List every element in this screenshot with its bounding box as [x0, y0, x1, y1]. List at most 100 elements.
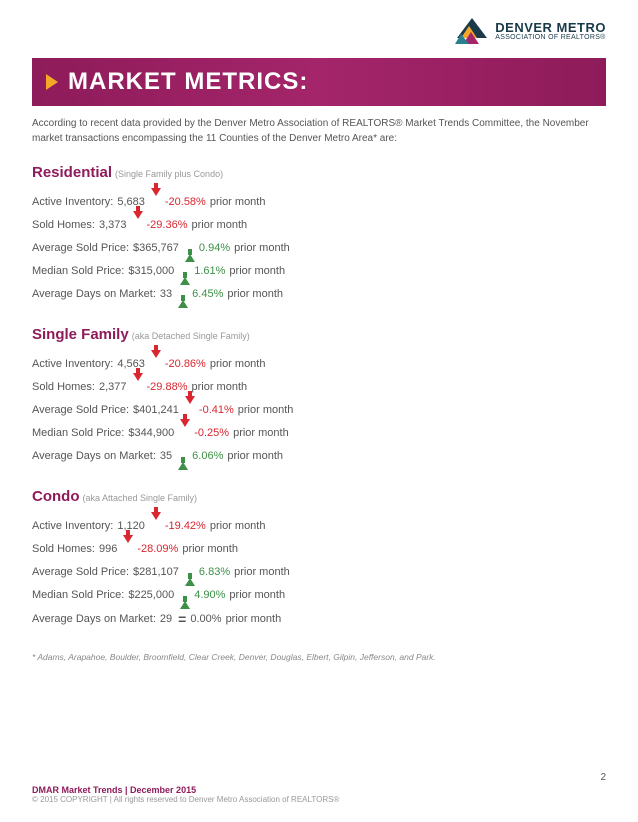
- metric-row: Active Inventory:5,683-20.58%prior month: [32, 196, 606, 208]
- arrow-up-icon: [180, 589, 190, 601]
- metric-pct: 6.06%: [192, 450, 223, 462]
- metric-value: $315,000: [128, 265, 174, 277]
- section-title: Single Family: [32, 326, 129, 343]
- metric-suffix: prior month: [210, 520, 266, 532]
- arrow-up-icon: [178, 450, 188, 462]
- banner-title: MARKET METRICS:: [68, 68, 308, 96]
- equals-icon: =: [178, 612, 186, 626]
- metric-suffix: prior month: [192, 381, 248, 393]
- metric-value: 2,377: [99, 381, 127, 393]
- metric-label: Median Sold Price:: [32, 265, 124, 277]
- metric-pct: 6.45%: [192, 288, 223, 300]
- metric-value: 1,120: [117, 520, 145, 532]
- metric-row: Average Sold Price: $281,107 6.83% prior mo…: [32, 566, 606, 578]
- arrow-up-icon: [180, 265, 190, 277]
- metric-pct: -20.86%: [165, 358, 206, 370]
- metric-label: Sold Homes:: [32, 219, 95, 231]
- metric-label: Active Inventory:: [32, 196, 113, 208]
- section-title: Residential: [32, 164, 112, 181]
- footer-title: DMAR Market Trends | December 2015: [32, 785, 606, 795]
- arrow-up-icon: [185, 566, 195, 578]
- metric-suffix: prior month: [182, 543, 238, 555]
- logo-title: DENVER METRO: [495, 21, 606, 34]
- section-head: Residential(Single Family plus Condo): [32, 164, 606, 182]
- arrow-down-icon: [151, 520, 161, 532]
- footer: 2 DMAR Market Trends | December 2015 © 2…: [32, 772, 606, 804]
- logo-mark: [455, 16, 489, 46]
- section-title: Condo: [32, 488, 79, 505]
- metric-pct: 0.00%: [190, 613, 221, 625]
- page-number: 2: [32, 772, 606, 783]
- footnote: * Adams, Arapahoe, Boulder, Broomfield, …: [32, 652, 606, 662]
- metric-label: Average Days on Market:: [32, 613, 156, 625]
- metric-row: Sold Homes: 3,373 -29.36% prior month: [32, 219, 606, 231]
- metric-value: $225,000: [128, 589, 174, 601]
- logo-text: DENVER METRO ASSOCIATION OF REALTORS®: [495, 21, 606, 41]
- metric-suffix: prior month: [229, 589, 285, 601]
- metric-suffix: prior month: [234, 566, 290, 578]
- banner: MARKET METRICS:: [32, 58, 606, 106]
- metric-label: Average Days on Market:: [32, 450, 156, 462]
- metric-label: Average Sold Price:: [32, 566, 129, 578]
- metric-value: 4,563: [117, 358, 145, 370]
- metric-pct: 1.61%: [194, 265, 225, 277]
- metric-row: Median Sold Price: $315,000 1.61% prior mon…: [32, 265, 606, 277]
- metric-label: Active Inventory:: [32, 358, 113, 370]
- metric-suffix: prior month: [226, 613, 282, 625]
- metric-label: Active Inventory:: [32, 520, 113, 532]
- section: Condo(aka Attached Single Family)Active …: [32, 488, 606, 626]
- metric-suffix: prior month: [227, 450, 283, 462]
- section: Single Family(aka Detached Single Family…: [32, 326, 606, 462]
- metric-value: $281,107: [133, 566, 179, 578]
- arrow-up-icon: [185, 242, 195, 254]
- section-subtitle: (aka Detached Single Family): [132, 331, 250, 341]
- metric-suffix: prior month: [238, 404, 294, 416]
- metric-row: Median Sold Price: $225,000 4.90% prior mon…: [32, 589, 606, 601]
- metric-suffix: prior month: [210, 358, 266, 370]
- metric-suffix: prior month: [227, 288, 283, 300]
- section: Residential(Single Family plus Condo) Act…: [32, 164, 606, 300]
- metric-pct: -28.09%: [137, 543, 178, 555]
- metric-suffix: prior month: [233, 427, 289, 439]
- metric-suffix: prior month: [192, 219, 248, 231]
- metric-row: Active Inventory: 1,120 -19.42% prior mont…: [32, 520, 606, 532]
- metric-label: Median Sold Price:: [32, 589, 124, 601]
- arrow-down-icon: [133, 219, 143, 231]
- metric-label: Average Days on Market:: [32, 288, 156, 300]
- metric-pct: 6.83%: [199, 566, 230, 578]
- section-head: Single Family(aka Detached Single Family…: [32, 326, 606, 344]
- metric-label: Average Sold Price:: [32, 404, 129, 416]
- logo-subtitle: ASSOCIATION OF REALTORS®: [495, 34, 606, 41]
- arrow-up-icon: [178, 288, 188, 300]
- metric-suffix: prior month: [234, 242, 290, 254]
- metric-label: Sold Homes:: [32, 381, 95, 393]
- metric-label: Average Sold Price:: [32, 242, 129, 254]
- arrow-down-icon: [151, 196, 161, 208]
- arrow-down-icon: [133, 381, 143, 393]
- metric-pct: 0.94%: [199, 242, 230, 254]
- metric-value: $344,900: [128, 427, 174, 439]
- metric-pct: -19.42%: [165, 520, 206, 532]
- metric-value: $365,767: [133, 242, 179, 254]
- metric-pct: -0.25%: [194, 427, 229, 439]
- metric-row: Average Days on Market: 35 6.06% prior mont…: [32, 450, 606, 462]
- metric-suffix: prior month: [229, 265, 285, 277]
- metric-pct: 4.90%: [194, 589, 225, 601]
- metric-pct: -20.58%: [165, 196, 206, 208]
- metric-pct: -29.36%: [147, 219, 188, 231]
- metric-row: Sold Homes: 996 -28.09% prior month: [32, 543, 606, 555]
- arrow-down-icon: [123, 543, 133, 555]
- metric-value: 33: [160, 288, 172, 300]
- metric-value: 3,373: [99, 219, 127, 231]
- metric-row: Average Sold Price: $365,767 0.94% prior mo…: [32, 242, 606, 254]
- metric-row: Sold Homes:2,377-29.88%prior month: [32, 381, 606, 393]
- metric-value: $401,241: [133, 404, 179, 416]
- metric-value: 996: [99, 543, 117, 555]
- metric-row: Average Days on Market: 33 6.45% prior mont…: [32, 288, 606, 300]
- metric-suffix: prior month: [210, 196, 266, 208]
- metric-label: Sold Homes:: [32, 543, 95, 555]
- metric-row: Active Inventory: 4,563 -20.86% prior month: [32, 358, 606, 370]
- metric-value: 29: [160, 613, 172, 625]
- metric-value: 35: [160, 450, 172, 462]
- metric-label: Median Sold Price:: [32, 427, 124, 439]
